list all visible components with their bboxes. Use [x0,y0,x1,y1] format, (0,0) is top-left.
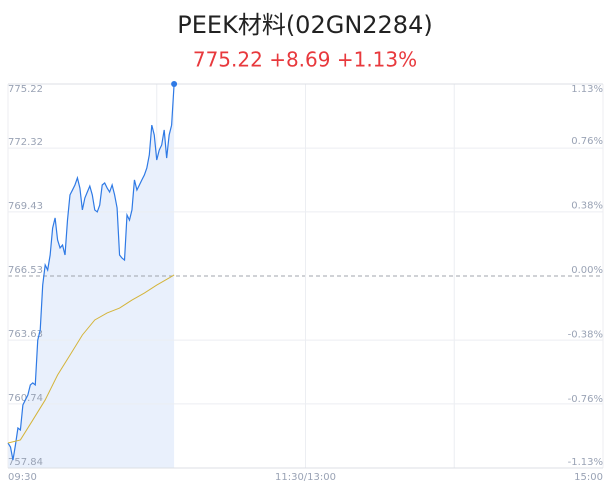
y-tick-label: 772.32 [8,137,43,148]
chart-title: PEEK材料(02GN2284) [177,11,432,39]
y-tick-label: 766.53 [8,265,43,276]
price-line [7,83,175,461]
y2-tick-label: 1.13% [571,84,603,95]
y2-tick-label: -0.76% [568,394,603,405]
average-line [7,274,175,444]
y-tick-label: 769.43 [8,201,43,212]
x-tick-label: 15:00 [574,472,603,483]
y2-tick-label: 0.76% [571,136,603,147]
chart-subtitle: 775.22 +8.69 +1.13% [193,48,417,72]
y2-tick-label: 0.00% [571,265,603,276]
y2-tick-label: -0.38% [568,330,603,341]
price-area [8,84,175,468]
y-tick-label: 757.84 [8,457,43,468]
y-tick-label: 775.22 [8,84,43,95]
last-point [171,81,178,87]
y-tick-label: 763.63 [8,329,43,340]
y2-tick-label: 0.38% [571,200,603,211]
y2-tick-label: -1.13% [568,457,603,468]
x-tick-label: 09:30 [8,472,37,483]
x-tick-label: 11:30/13:00 [275,472,336,483]
